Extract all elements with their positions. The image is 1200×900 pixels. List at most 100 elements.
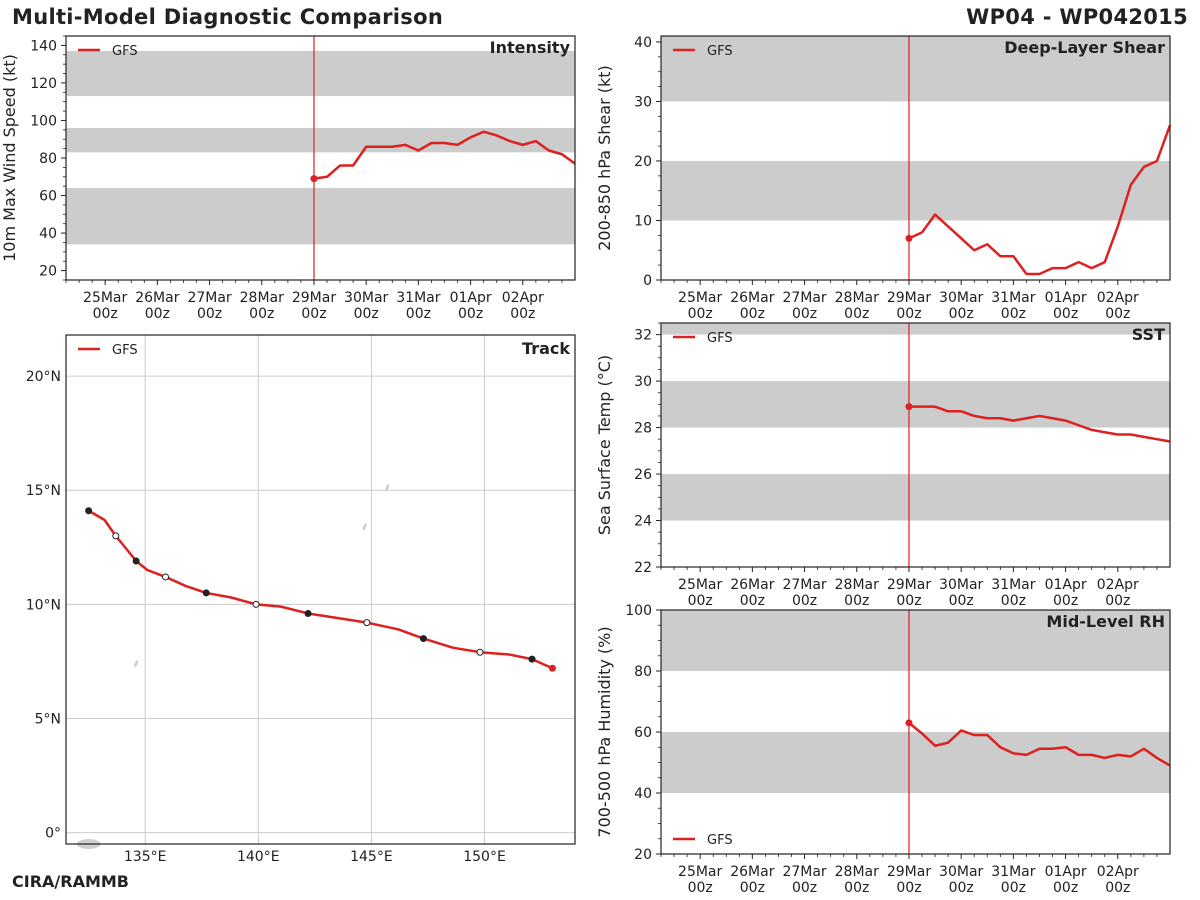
intensity-xtick-label: 30Mar 00z: [344, 290, 388, 322]
intensity-ytick-label: 120: [30, 76, 57, 92]
shear-band-1: [661, 36, 1170, 102]
shear-ytick-label: 30: [634, 94, 652, 110]
track-point: [304, 609, 312, 617]
sst-xtick-label: 31Mar 00z: [991, 577, 1035, 609]
track-point-init: [548, 664, 556, 672]
shear-series-gfs: [908, 124, 1172, 276]
intensity-xtick-label: 01Apr 00z: [450, 290, 492, 322]
track-ytick-label: 5°N: [35, 711, 61, 727]
sst-legend-label: GFS: [707, 331, 733, 346]
track-legend-label: GFS: [112, 343, 138, 358]
intensity-ytick-label: 20: [39, 264, 57, 280]
intensity-ytick-label: 140: [30, 38, 57, 54]
track-xtick-label: 145°E: [350, 849, 393, 865]
sst-xtick-label: 01Apr 00z: [1045, 577, 1087, 609]
track-point: [363, 619, 371, 627]
intensity-ylabel: 10m Max Wind Speed (kt): [0, 54, 19, 262]
sst-xtick-label: 29Mar 00z: [887, 577, 931, 609]
sst-init-point: [905, 403, 913, 411]
shear-xtick-label: 27Mar 00z: [782, 290, 826, 322]
track-point: [85, 507, 93, 515]
rh-ylabel: 700-500 hPa Humidity (%): [595, 626, 614, 837]
shear-init-point: [905, 234, 913, 242]
intensity-init-point: [310, 175, 318, 183]
rh-ytick-label: 100: [625, 603, 652, 619]
sst-xtick-label: 28Mar 00z: [835, 577, 879, 609]
sst-xtick-label: 26Mar 00z: [730, 577, 774, 609]
track-xtick-label: 135°E: [124, 849, 167, 865]
track-panel: 135°E 140°E 145°E 150°E 0° 5°N 10°N 15°N 20°N Tra…: [26, 334, 576, 865]
rh-init-point: [905, 719, 913, 727]
shear-xtick-label: 02Apr 00z: [1097, 290, 1139, 322]
sst-ytick-label: 22: [634, 560, 652, 576]
track-ytick-label: 15°N: [26, 483, 61, 499]
rh-band-0: [661, 732, 1170, 793]
sst-xtick-label: 27Mar 00z: [782, 577, 826, 609]
shear-legend-label: GFS: [707, 44, 733, 59]
shear-xtick-label: 29Mar 00z: [887, 290, 931, 322]
intensity-xtick-label: 25Mar 00z: [83, 290, 127, 322]
track-point: [528, 655, 536, 663]
sst-band-0: [661, 474, 1170, 521]
track-title: Track: [522, 339, 570, 358]
intensity-xtick-label: 02Apr 00z: [502, 290, 544, 322]
intensity-ytick-label: 60: [39, 189, 57, 205]
rh-ytick-label: 80: [634, 664, 652, 680]
track-xtick-label: 150°E: [463, 849, 506, 865]
shear-band-0: [661, 160, 1170, 221]
sst-xtick-label: 02Apr 00z: [1097, 577, 1139, 609]
intensity-xtick-label: 31Mar 00z: [396, 290, 440, 322]
rh-title: Mid-Level RH: [1046, 612, 1165, 631]
island-shape: [362, 523, 367, 531]
shear-ytick-label: 10: [634, 213, 652, 229]
island-shape: [133, 660, 139, 668]
sst-series-gfs: [908, 405, 1171, 443]
track-point: [162, 573, 170, 581]
rh-xtick-label: 30Mar 00z: [939, 864, 983, 896]
intensity-series-gfs: [313, 130, 576, 180]
track-frame: [65, 334, 576, 845]
rh-frame: [660, 609, 1171, 855]
sst-xtick-label: 30Mar 00z: [939, 577, 983, 609]
track-xtick-label: 140°E: [237, 849, 280, 865]
intensity-band-2: [66, 51, 575, 97]
rh-band-1: [661, 610, 1170, 671]
page-title: Multi-Model Diagnostic Comparison: [12, 5, 444, 29]
rh-xtick-label: 02Apr 00z: [1097, 864, 1139, 896]
sst-ytick-label: 28: [634, 421, 652, 437]
rh-ytick-label: 60: [634, 725, 652, 741]
intensity-ytick-label: 80: [39, 151, 57, 167]
credit-text: CIRA/RAMMB: [12, 872, 129, 891]
rh-xtick-label: 29Mar 00z: [887, 864, 931, 896]
sst-band-1: [661, 381, 1170, 428]
island-shape: [385, 484, 390, 492]
intensity-ytick-label: 40: [39, 226, 57, 242]
intensity-frame: [65, 35, 576, 281]
track-point: [132, 557, 140, 565]
rh-xtick-label: 31Mar 00z: [991, 864, 1035, 896]
intensity-band-0: [66, 188, 575, 245]
sst-band-2: [661, 323, 1170, 335]
intensity-band-1: [66, 127, 575, 153]
track-point: [419, 635, 427, 643]
track-ytick-label: 10°N: [26, 597, 61, 613]
intensity-xtick-label: 26Mar 00z: [135, 290, 179, 322]
rh-xtick-label: 01Apr 00z: [1045, 864, 1087, 896]
rh-xtick-label: 28Mar 00z: [835, 864, 879, 896]
intensity-xtick-label: 27Mar 00z: [187, 290, 231, 322]
rh-series-gfs: [908, 721, 1171, 767]
sst-ylabel: Sea Surface Temp (°C): [595, 355, 614, 535]
sst-xtick-label: 25Mar 00z: [678, 577, 722, 609]
track-point: [202, 589, 210, 597]
shear-xtick-label: 26Mar 00z: [730, 290, 774, 322]
shear-ytick-label: 0: [643, 273, 652, 289]
shear-xtick-label: 25Mar 00z: [678, 290, 722, 322]
shear-xtick-label: 28Mar 00z: [835, 290, 879, 322]
track-ytick-label: 20°N: [26, 369, 61, 385]
intensity-xtick-label: 29Mar 00z: [292, 290, 336, 322]
rh-xtick-label: 26Mar 00z: [730, 864, 774, 896]
